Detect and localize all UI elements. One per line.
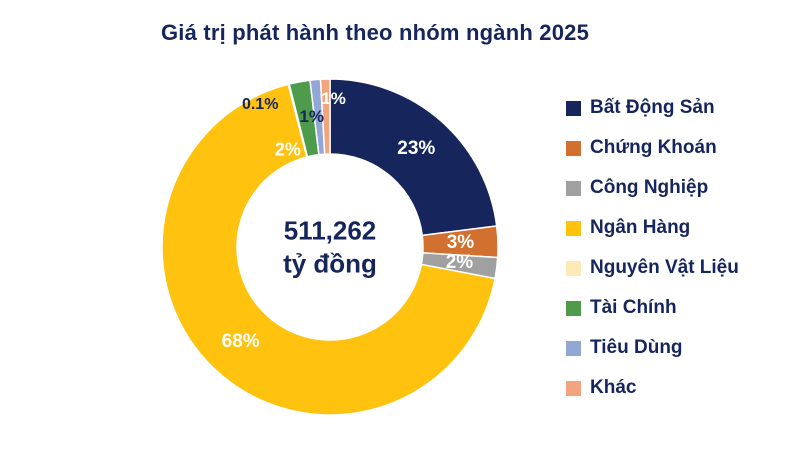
- legend-swatch: [566, 340, 581, 356]
- donut-center-value: 511,262: [283, 215, 377, 246]
- slice-percent-label: 2%: [445, 252, 474, 274]
- legend-item: Công Nghiệp: [566, 168, 739, 208]
- slice-percent-label: 3%: [446, 231, 475, 253]
- legend-swatch: [566, 380, 581, 396]
- slice-percent-label: 68%: [221, 331, 260, 353]
- legend-label: Ngân Hàng: [590, 217, 691, 238]
- donut-center-unit: tỷ đồng: [283, 248, 377, 278]
- donut-slice: [329, 78, 498, 237]
- legend-label: Nguyên Vật Liệu: [590, 257, 739, 278]
- legend-label: Khác: [590, 377, 637, 398]
- chart-legend: Bất Động Sản Chứng Khoán Công Nghiệp Ngâ…: [566, 88, 739, 408]
- legend-swatch: [566, 100, 581, 116]
- donut-center-label: 511,262 tỷ đồng: [283, 215, 377, 280]
- legend-swatch: [566, 220, 581, 236]
- legend-item: Khác: [566, 368, 739, 408]
- chart-title: Giá trị phát hành theo nhóm ngành 2025: [160, 20, 590, 45]
- slice-percent-label: 0.1%: [241, 96, 279, 114]
- legend-label: Bất Động Sản: [590, 97, 715, 118]
- legend-item: Chứng Khoán: [566, 128, 739, 168]
- slice-percent-label: 1%: [321, 89, 346, 109]
- legend-item: Nguyên Vật Liệu: [566, 248, 739, 288]
- legend-item: Ngân Hàng: [566, 208, 739, 248]
- legend-item: Tiêu Dùng: [566, 328, 739, 368]
- legend-label: Tiêu Dùng: [590, 337, 683, 358]
- legend-label: Chứng Khoán: [590, 137, 717, 158]
- legend-item: Tài Chính: [566, 288, 739, 328]
- legend-item: Bất Động Sản: [566, 88, 739, 128]
- legend-swatch: [566, 300, 581, 316]
- legend-swatch: [566, 180, 581, 196]
- donut-slice: [319, 78, 331, 155]
- legend-swatch: [566, 260, 581, 276]
- legend-swatch: [566, 140, 581, 156]
- legend-label: Công Nghiệp: [590, 177, 709, 198]
- slice-percent-label: 23%: [397, 138, 436, 160]
- slice-percent-label: 2%: [274, 139, 301, 160]
- legend-label: Tài Chính: [590, 297, 677, 318]
- donut-slice: [161, 83, 496, 416]
- slice-percent-label: 1%: [299, 107, 324, 127]
